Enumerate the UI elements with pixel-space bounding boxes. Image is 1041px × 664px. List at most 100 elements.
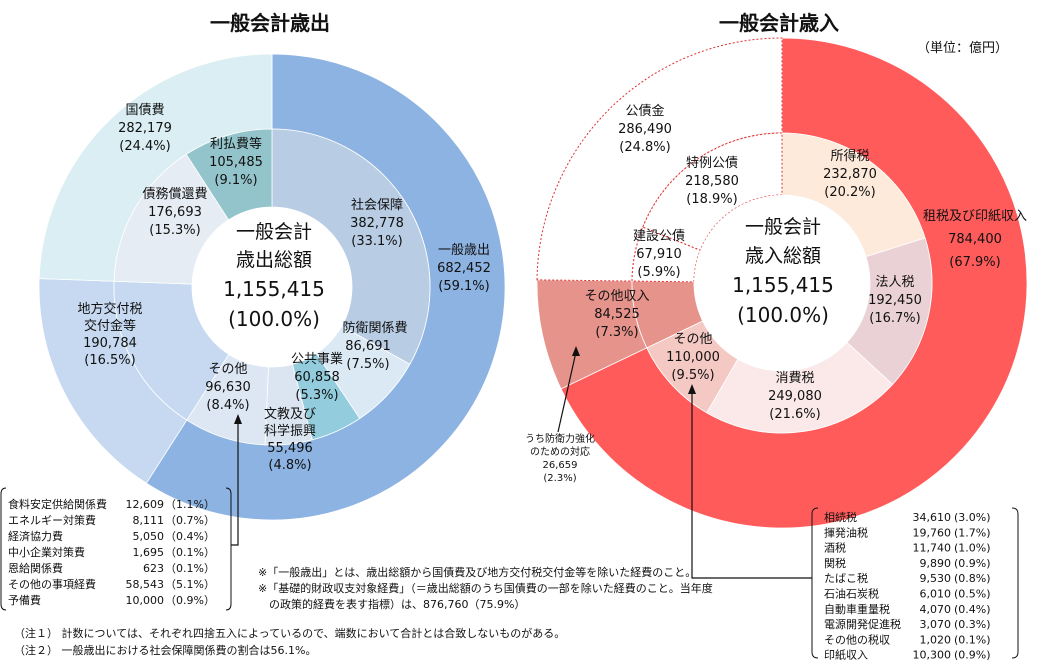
breakdown-name: 印紙収入 — [824, 648, 868, 662]
note-line: (2.3%) — [543, 473, 576, 484]
breakdown-value: 12,609 — [126, 498, 165, 511]
label-pct: (9.5%) — [671, 368, 714, 383]
label-name: 所得税 — [830, 148, 869, 164]
breakdown-pct: （0.7%） — [165, 514, 215, 527]
breakdown-name: 相続税 — [824, 510, 857, 524]
revenue-labels: 公債金 286,490 (24.8%) 特例公債 218,580 (18.9%)… — [584, 103, 1027, 422]
breakdown-name: エネルギー対策費 — [8, 513, 96, 527]
revenue-bracket-right — [1011, 507, 1019, 659]
breakdown-pct: (0.9%) — [954, 557, 991, 570]
label-pct: (16.7%) — [869, 311, 920, 326]
breakdown-name: 恩給関係費 — [8, 561, 63, 575]
footnotes: ※「一般歳出」とは、歳出総額から国債費及び地方交付税交付金等を除いた経費のこと。… — [14, 565, 713, 657]
label-name: 租税及び印紙収入 — [923, 209, 1027, 224]
label-name: その他収入 — [584, 289, 649, 304]
label-pct: (18.9%) — [686, 192, 737, 207]
breakdown-pct: (1.0%) — [954, 542, 991, 555]
label-name: 交付金等 — [84, 318, 136, 334]
label-pct: (21.6%) — [769, 407, 820, 422]
label-value: 60,858 — [294, 370, 340, 385]
label-value: 86,691 — [345, 339, 391, 354]
label-pct: (15.3%) — [149, 223, 200, 238]
label-value: 176,693 — [148, 205, 202, 220]
label-pct: (5.9%) — [637, 265, 680, 280]
note-line: のための対応 — [530, 445, 590, 458]
expenditure-inner-ring — [113, 128, 431, 446]
label-pct: (20.2%) — [824, 185, 875, 200]
center-percent: (100.0%) — [737, 303, 829, 327]
breakdown-pct: （0.1%） — [165, 546, 215, 559]
revenue-center-hole — [694, 195, 870, 371]
unit-label: （単位：億円） — [917, 40, 1008, 56]
revenue-other-tax-breakdown: 相続税 34,610 (3.0%)揮発油税 19,760 (1.7%)酒税 11,740(… — [824, 510, 991, 662]
label-value: 96,630 — [205, 380, 251, 395]
center-total: 1,155,415 — [223, 277, 325, 301]
breakdown-value: 8,111 — [133, 514, 165, 527]
label-pct: (24.4%) — [119, 139, 170, 154]
label-pct: (5.3%) — [295, 388, 338, 403]
breakdown-name: たばこ税 — [824, 571, 868, 585]
label-value: 110,000 — [666, 350, 720, 365]
label-pct: (16.5%) — [84, 353, 135, 368]
breakdown-pct: （0.1%） — [165, 562, 215, 575]
center-line: 一般会計 — [745, 216, 821, 238]
defense-note: うち防衛力強化 のための対応 26,659 (2.3%) — [525, 432, 595, 484]
label-name: 公共事業 — [291, 351, 343, 367]
expenditure-outer-ring — [38, 53, 506, 521]
label-name: 防衛関係費 — [342, 320, 407, 336]
arrow-head-icon — [572, 346, 580, 356]
breakdown-pct: (0.4%) — [954, 603, 991, 616]
breakdown-pct: (0.3%) — [954, 618, 991, 631]
breakdown-pct: (0.5%) — [954, 588, 991, 601]
label-value: 249,080 — [768, 389, 822, 404]
label-name: 国債費 — [125, 103, 164, 118]
breakdown-value: 19,760 — [913, 526, 952, 539]
breakdown-value: 1,695 — [133, 546, 165, 559]
label-value: 192,450 — [868, 293, 922, 308]
breakdown-value: 10,300 — [913, 649, 952, 662]
footnote: ※「基礎的財政収支対象経費」（＝歳出総額のうち国債費の一部を除いた経費のこと。当… — [258, 581, 713, 595]
breakdown-name: 中小企業対策費 — [8, 545, 85, 559]
breakdown-value: 11,740 — [913, 542, 952, 555]
breakdown-value: 4,070 — [920, 603, 952, 616]
expenditure-center-hole — [192, 207, 352, 367]
label-pct: (7.5%) — [346, 357, 389, 372]
breakdown-pct: （0.4%） — [165, 530, 215, 543]
label-name: 債務償還費 — [142, 187, 207, 202]
breakdown-name: 経済協力費 — [8, 529, 63, 543]
revenue-center: 一般会計 歳入総額 1,155,415 (100.0%) — [732, 216, 834, 327]
label-value: 67,910 — [636, 247, 682, 262]
footnote: の政策的経費を表す指標）は、876,760（75.9%） — [269, 597, 525, 611]
expenditure-title: 一般会計歳出 — [210, 11, 330, 35]
breakdown-value: 9,890 — [920, 557, 952, 570]
label-value: 282,179 — [118, 121, 172, 136]
breakdown-pct: （0.9%） — [165, 594, 215, 607]
label-value: 84,525 — [594, 307, 640, 322]
label-value: 682,452 — [437, 261, 491, 276]
breakdown-value: 6,010 — [920, 588, 952, 601]
label-name: その他 — [673, 332, 712, 347]
label-value: 382,778 — [350, 216, 404, 231]
label-pct: (9.1%) — [214, 173, 257, 188]
expenditure-breakdown-arrow — [231, 422, 239, 546]
label-name: 利払費等 — [210, 136, 262, 152]
breakdown-pct: (0.8%) — [954, 572, 991, 585]
breakdown-name: 揮発油税 — [824, 525, 868, 539]
breakdown-value: 9,530 — [920, 572, 952, 585]
revenue-inner-ring — [631, 132, 933, 434]
breakdown-pct: (1.7%) — [954, 526, 991, 539]
breakdown-pct: (0.1%) — [954, 633, 991, 646]
note-line: うち防衛力強化 — [525, 432, 595, 445]
expenditure-center: 一般会計 歳出総額 1,155,415 (100.0%) — [223, 221, 325, 331]
breakdown-value: 5,050 — [133, 530, 165, 543]
center-percent: (100.0%) — [228, 307, 320, 331]
breakdown-name: 自動車重量税 — [824, 602, 890, 616]
ring-segment — [536, 37, 783, 282]
breakdown-value: 34,610 — [913, 511, 952, 524]
revenue-bracket-left — [811, 507, 819, 659]
label-name: 文教及び — [264, 406, 316, 422]
breakdown-value: 3,070 — [920, 618, 952, 631]
label-value: 190,784 — [83, 336, 137, 351]
breakdown-pct: (3.0%) — [954, 511, 991, 524]
